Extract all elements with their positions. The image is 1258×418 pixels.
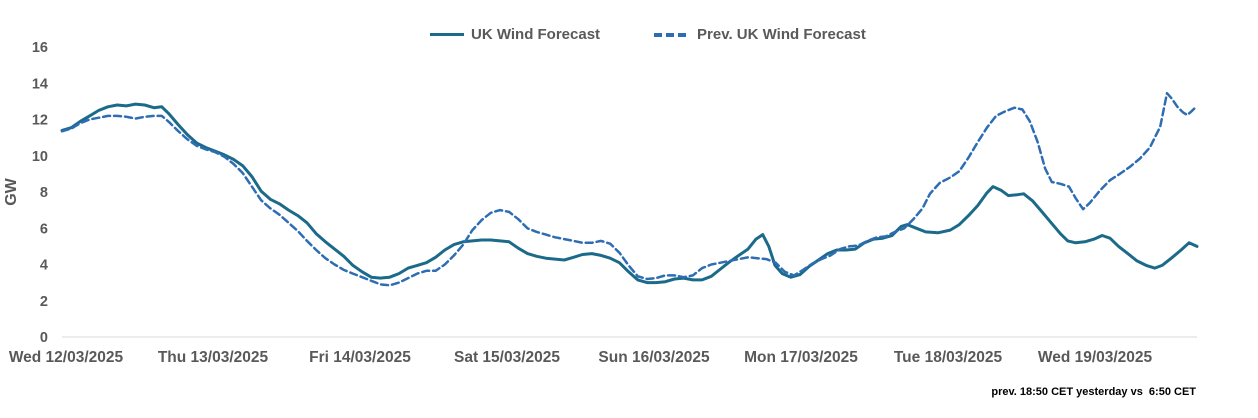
x-tick-label: Sun 16/03/2025 bbox=[598, 349, 710, 366]
y-tick-label: 12 bbox=[32, 113, 48, 129]
axis-layer: 0 2 4 6 8 10 12 14 16 Wed 12/03/2025 Thu 13/03/202… bbox=[9, 40, 1197, 366]
prev-forecast-line bbox=[60, 91, 1199, 287]
y-tick-label: 14 bbox=[32, 76, 48, 92]
y-tick-label: 4 bbox=[40, 258, 48, 274]
y-tick-label: 6 bbox=[40, 221, 48, 237]
y-tick-label: 16 bbox=[32, 40, 48, 56]
x-tick-label: Sat 15/03/2025 bbox=[454, 349, 560, 366]
y-axis-title: GW bbox=[3, 177, 20, 205]
x-tick-label: Wed 12/03/2025 bbox=[9, 349, 124, 366]
y-tick-label: 2 bbox=[40, 294, 48, 310]
x-tick-label: Mon 17/03/2025 bbox=[744, 349, 858, 366]
series-layer bbox=[60, 91, 1199, 287]
x-tick-label: Wed 19/03/2025 bbox=[1038, 349, 1153, 366]
x-tick-label: Thu 13/03/2025 bbox=[158, 349, 269, 366]
y-tick-label: 10 bbox=[32, 149, 48, 165]
forecast-line-sample bbox=[430, 33, 464, 36]
prev-forecast-line-sample bbox=[654, 32, 691, 37]
legend-entry-forecast: UK Wind Forecast bbox=[430, 26, 600, 43]
footnote: prev. 18:50 CET yesterday vs 6:50 CET bbox=[991, 386, 1196, 398]
legend: UK Wind Forecast Prev. UK Wind Forecast bbox=[430, 26, 866, 43]
y-tick-label: 0 bbox=[40, 330, 48, 346]
x-tick-label: Fri 14/03/2025 bbox=[309, 349, 411, 366]
legend-label-prev-forecast: Prev. UK Wind Forecast bbox=[697, 26, 866, 43]
forecast-line bbox=[60, 102, 1199, 285]
x-tick-label: Tue 18/03/2025 bbox=[894, 349, 1003, 366]
legend-entry-prev-forecast: Prev. UK Wind Forecast bbox=[654, 26, 866, 43]
legend-label-forecast: UK Wind Forecast bbox=[471, 26, 601, 43]
y-tick-label: 8 bbox=[40, 185, 48, 201]
